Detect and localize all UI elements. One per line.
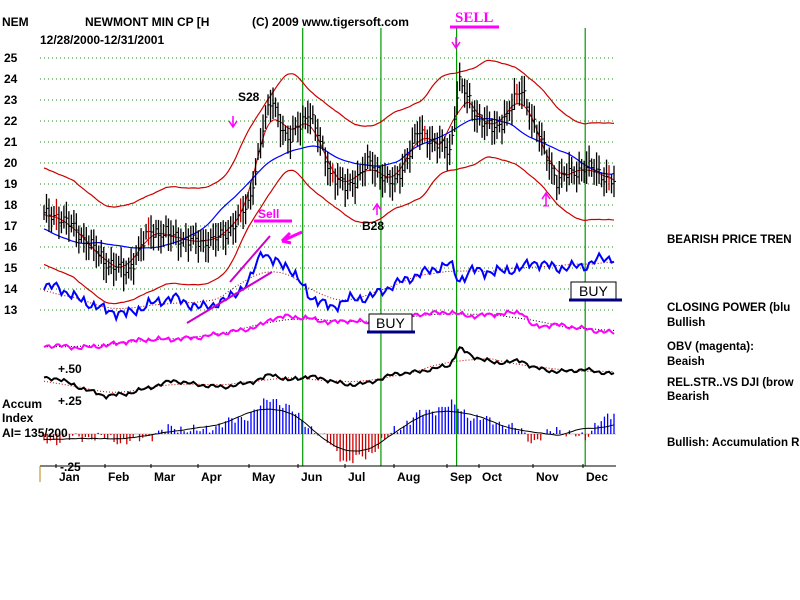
x-tick-label: Mar xyxy=(154,470,176,484)
sell-pointer-arrow xyxy=(280,230,303,245)
accum-ai-rating: AI= 135/200 xyxy=(2,426,68,440)
lower-band xyxy=(43,156,615,305)
x-tick-label: Aug xyxy=(397,470,420,484)
cp-title: CLOSING POWER (blu xyxy=(667,302,790,314)
upper-band xyxy=(43,59,615,208)
y-tick-label: 20 xyxy=(4,156,18,170)
annotation-b28: B28 xyxy=(362,202,384,233)
rel-str-ma xyxy=(43,358,614,393)
closing-power-ma xyxy=(43,261,615,310)
month-axis: Jan Feb Mar Apr May Jun Jul Aug Sep Oct Nov Dec xyxy=(40,464,616,484)
price-y-axis: 25 24 23 22 21 20 19 18 17 16 15 14 13 xyxy=(4,51,18,317)
rs-title: REL.STR..VS DJI (brow xyxy=(667,377,794,389)
y-tick-label: 16 xyxy=(4,240,18,254)
short-ma xyxy=(43,101,615,268)
accum-plus-label: +.25 xyxy=(58,394,82,408)
ticker-label: NEM xyxy=(2,15,29,29)
x-tick-label: Sep xyxy=(450,470,472,484)
cp-trendline-1 xyxy=(186,271,273,324)
annotation-sell-top: SELL xyxy=(450,10,499,50)
down-arrow-icon xyxy=(451,37,461,50)
cp-status: Bullish xyxy=(667,317,705,329)
y-tick-label: 18 xyxy=(4,198,18,212)
y-tick-label: 19 xyxy=(4,177,18,191)
y-tick-label: 15 xyxy=(4,261,18,275)
signal-lines xyxy=(302,28,586,466)
y-tick-label: 13 xyxy=(4,303,18,317)
sell-top-text: SELL xyxy=(455,10,493,26)
accum-title-line2: Index xyxy=(2,411,34,425)
x-tick-label: Dec xyxy=(586,470,608,484)
annotation-s28: S28 xyxy=(228,90,260,129)
up-arrow-icon xyxy=(541,191,551,206)
x-tick-label: Apr xyxy=(201,470,222,484)
b28-label: B28 xyxy=(362,219,384,233)
s28-label: S28 xyxy=(238,90,260,104)
chart-title: NEWMONT MIN CP [H xyxy=(85,15,209,29)
y-tick-label: 25 xyxy=(4,51,18,65)
up-arrow-icon xyxy=(372,202,382,215)
y-tick-label: 23 xyxy=(4,93,18,107)
annotation-buy-jul: BUY xyxy=(367,313,415,334)
long-ma xyxy=(43,117,615,249)
sidebar-notes: BEARISH PRICE TREN CLOSING POWER (blu Bu… xyxy=(667,234,800,449)
x-tick-label: Jan xyxy=(59,470,80,484)
x-tick-label: Feb xyxy=(108,470,129,484)
indicator-lines xyxy=(43,249,615,401)
obv-line xyxy=(43,309,615,351)
copyright: (C) 2009 www.tigersoft.com xyxy=(252,15,409,29)
x-tick-label: Nov xyxy=(536,470,559,484)
rel-str-line xyxy=(43,346,615,401)
y-tick-label: 24 xyxy=(4,72,18,86)
x-tick-label: May xyxy=(252,470,276,484)
obv-title: OBV (magenta): xyxy=(667,341,754,353)
sell-lower-text: Sell xyxy=(258,207,279,221)
accum-ma xyxy=(43,408,615,452)
x-tick-label: Jul xyxy=(348,470,365,484)
x-tick-label: Oct xyxy=(482,470,502,484)
rel-str-level-label: +.50 xyxy=(58,362,82,376)
accum-minus-label: -.25 xyxy=(60,460,81,474)
y-tick-label: 21 xyxy=(4,135,18,149)
buy-label-jul: BUY xyxy=(376,315,405,331)
accumulation-histogram xyxy=(40,398,616,464)
annotation-buy-dec: BUY xyxy=(569,281,622,302)
y-tick-label: 22 xyxy=(4,114,18,128)
accum-status: Bullish: Accumulation R xyxy=(667,437,800,449)
buy-label-dec: BUY xyxy=(579,283,608,299)
y-tick-label: 14 xyxy=(4,282,18,296)
obv-ma xyxy=(43,313,614,348)
rs-status: Bearish xyxy=(667,391,709,403)
trend-label: BEARISH PRICE TREN xyxy=(667,234,792,246)
accum-title-line1: Accum xyxy=(2,397,42,411)
price-bars xyxy=(43,62,616,292)
down-arrow-icon xyxy=(228,116,238,129)
closing-power-line xyxy=(43,249,615,323)
y-tick-label: 17 xyxy=(4,219,18,233)
annotation-nov-up xyxy=(541,191,551,207)
annotation-sell-lower: Sell xyxy=(186,207,303,324)
x-tick-label: Jun xyxy=(301,470,322,484)
date-range: 12/28/2000-12/31/2001 xyxy=(40,33,164,47)
obv-status: Beaish xyxy=(667,356,705,368)
cp-trendline-2 xyxy=(229,235,271,283)
